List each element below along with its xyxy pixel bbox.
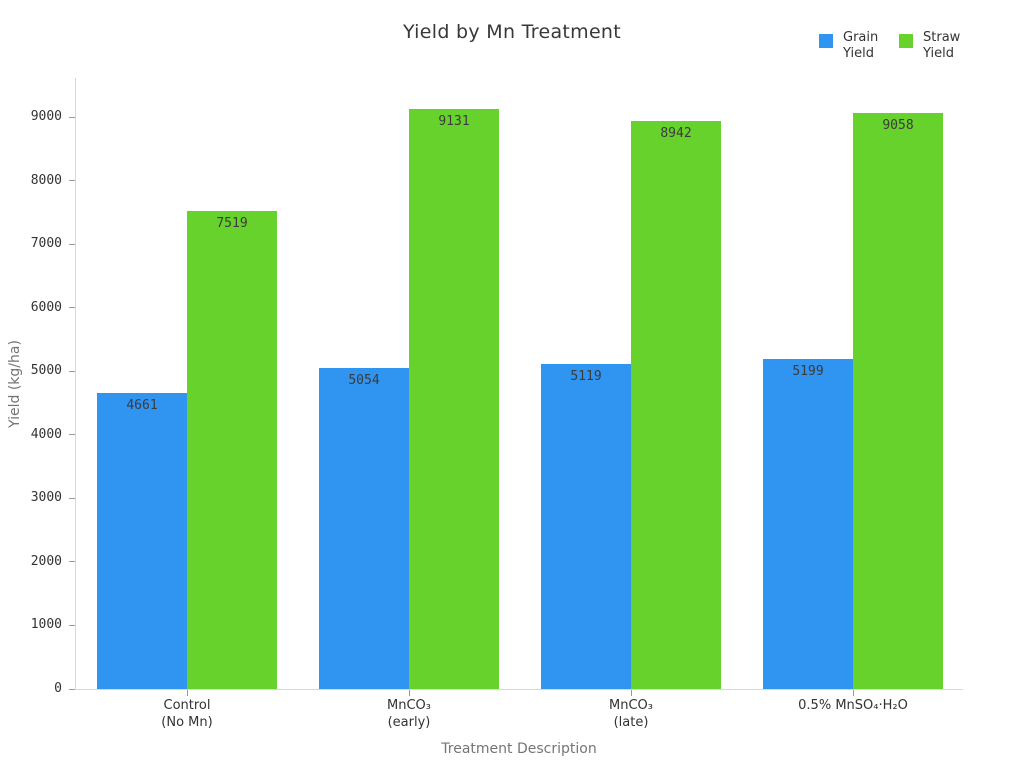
chart-title: Yield by Mn Treatment xyxy=(402,21,622,43)
bar-straw-yield-2: 8942 xyxy=(631,120,721,689)
y-tick-label: 5000 xyxy=(30,363,62,379)
bar-grain-yield-2: 5119 xyxy=(541,363,631,689)
bar-grain-yield-3: 5199 xyxy=(763,358,853,689)
y-tick-mark xyxy=(69,116,75,118)
y-tick-label: 3000 xyxy=(30,490,62,506)
y-tick-label: 9000 xyxy=(30,109,62,125)
bar-value-label: 9131 xyxy=(438,113,470,129)
bar-value-label: 5199 xyxy=(792,363,824,379)
y-tick-mark xyxy=(69,370,75,372)
y-tick-mark xyxy=(69,497,75,499)
y-tick-mark xyxy=(69,180,75,182)
bar-value-label: 5054 xyxy=(348,372,380,388)
x-tick-label: 0.5% MnSO₄·H₂O xyxy=(798,698,908,713)
y-tick-mark xyxy=(69,307,75,309)
y-tick-label: 6000 xyxy=(30,299,62,315)
bar-value-label: 7519 xyxy=(216,216,248,232)
legend-item-straw-yield: Straw Yield xyxy=(899,30,965,62)
y-tick-mark xyxy=(69,561,75,563)
grain-yield-swatch-icon xyxy=(819,34,833,48)
x-tick-label: Control (No Mn) xyxy=(161,698,213,730)
x-tick-mark xyxy=(630,690,632,696)
bar-value-label: 4661 xyxy=(126,397,158,413)
y-tick-mark xyxy=(69,243,75,245)
y-axis-title: Yield (kg/ha) xyxy=(7,340,23,428)
legend-item-grain-yield: Grain Yield xyxy=(819,30,885,62)
y-tick-mark xyxy=(69,434,75,436)
y-tick-label: 1000 xyxy=(30,617,62,633)
bar-straw-yield-1: 9131 xyxy=(409,108,499,689)
y-tick-mark xyxy=(69,688,75,690)
bar-grain-yield-0: 4661 xyxy=(97,392,187,689)
y-tick-mark xyxy=(69,624,75,626)
x-tick-mark xyxy=(852,690,854,696)
bar-value-label: 8942 xyxy=(660,125,692,141)
x-tick-mark xyxy=(408,690,410,696)
x-tick-label: MnCO₃ (late) xyxy=(609,698,653,730)
bar-value-label: 9058 xyxy=(882,118,914,134)
bar-straw-yield-0: 7519 xyxy=(187,211,277,689)
bar-value-label: 5119 xyxy=(570,368,602,384)
legend-label-grain-yield: Grain Yield xyxy=(843,30,879,61)
x-tick-label: MnCO₃ (early) xyxy=(387,698,431,730)
legend-label-straw-yield: Straw Yield xyxy=(923,30,961,61)
bar-grain-yield-1: 5054 xyxy=(319,367,409,689)
x-tick-mark xyxy=(186,690,188,696)
y-tick-label: 8000 xyxy=(30,172,62,188)
y-tick-label: 7000 xyxy=(30,236,62,252)
y-tick-label: 0 xyxy=(54,681,62,696)
legend: Grain Yield Straw Yield xyxy=(819,30,965,62)
bar-straw-yield-3: 9058 xyxy=(853,113,943,689)
straw-yield-swatch-icon xyxy=(899,34,913,48)
y-tick-label: 4000 xyxy=(30,426,62,442)
x-axis-title: Treatment Description xyxy=(441,741,597,757)
y-tick-label: 2000 xyxy=(30,553,62,569)
plot-area: 0 1000 2000 3000 4000 5000 6000 7000 8000 9000 Con… xyxy=(31,78,963,730)
